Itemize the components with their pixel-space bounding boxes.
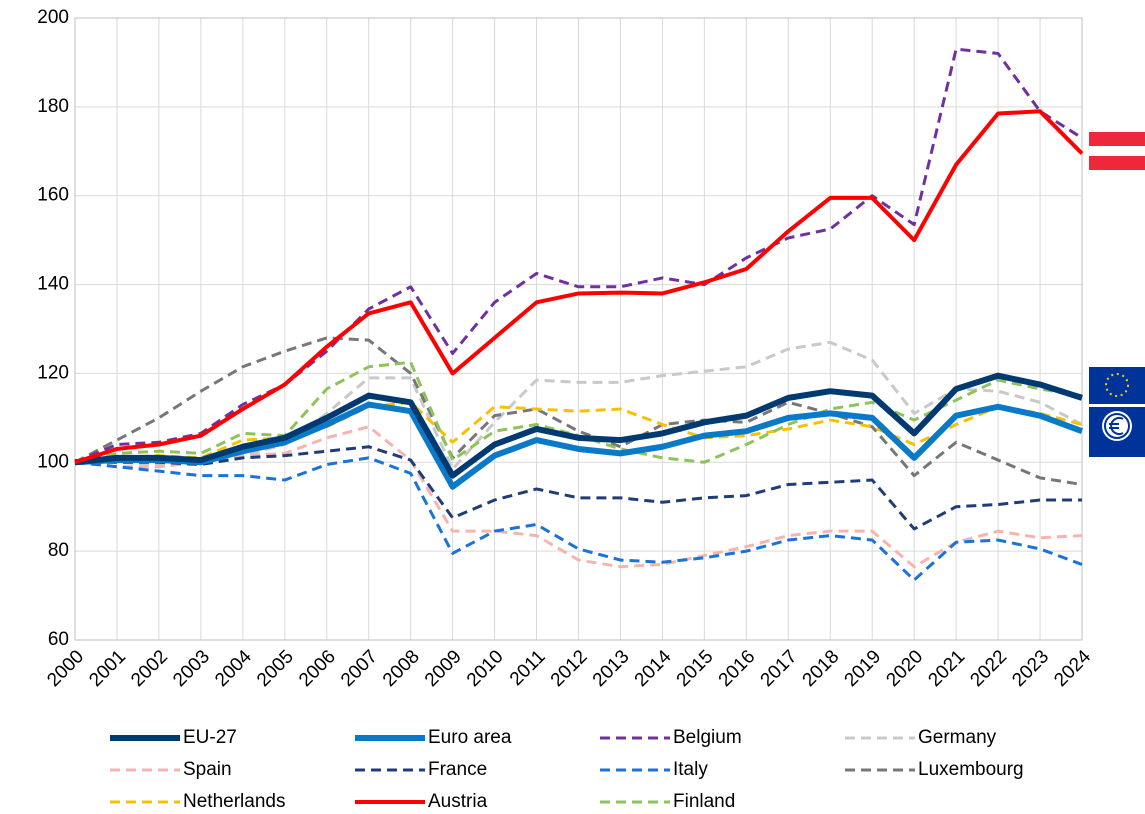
- series-line: [74, 400, 1083, 464]
- legend-label: EU-27: [183, 727, 237, 748]
- x-tick-label: 2017: [757, 646, 802, 691]
- legend-item: Euro area: [355, 727, 512, 748]
- y-tick-label: 140: [37, 274, 69, 295]
- series-line: [74, 47, 1083, 464]
- x-tick-label: 2020: [883, 646, 928, 691]
- logo-ring: [1104, 413, 1130, 439]
- legend-item: Italy: [600, 759, 708, 780]
- x-tick-label: 2009: [421, 646, 466, 691]
- x-tick-label: 2015: [673, 646, 718, 691]
- x-tick-label: 2005: [253, 646, 298, 691]
- legend-label: Luxembourg: [918, 759, 1024, 780]
- x-tick-label: 2001: [85, 646, 130, 691]
- series-line: [74, 401, 1084, 490]
- x-tick-label: 2002: [127, 646, 172, 691]
- y-tick-label: 160: [37, 185, 69, 206]
- x-tick-label: 2018: [799, 646, 844, 691]
- legend-item: Belgium: [600, 727, 742, 748]
- legend-item: Spain: [110, 759, 232, 780]
- y-tick-label: 80: [48, 540, 69, 561]
- legend-label: Belgium: [673, 727, 742, 748]
- series-line: [74, 425, 1083, 569]
- flag-stripe: [1089, 132, 1145, 146]
- austria-flag: [1089, 132, 1145, 170]
- legend-item: Austria: [355, 791, 488, 812]
- eu-flag: [1089, 367, 1145, 404]
- x-tick-label: 2008: [379, 646, 424, 691]
- legend-label: Netherlands: [183, 791, 285, 812]
- ecb-logo: [1089, 407, 1145, 457]
- flag-bg: [1089, 367, 1145, 404]
- y-tick-label: 60: [48, 629, 69, 650]
- y-tick-label: 100: [37, 451, 69, 472]
- y-tick-label: 120: [37, 362, 69, 383]
- logo-circle: [1102, 411, 1132, 441]
- legend-item: France: [355, 759, 487, 780]
- series-line: [74, 372, 1083, 479]
- legend-label: Spain: [183, 759, 232, 780]
- x-tick-label: 2023: [1008, 646, 1053, 691]
- x-tick-label: 2006: [295, 646, 340, 691]
- x-tick-label: 2022: [966, 646, 1011, 691]
- x-tick-label: 2013: [589, 646, 634, 691]
- x-tick-label: 2010: [463, 646, 508, 691]
- series-line: [75, 445, 1082, 531]
- legend-label: Austria: [428, 791, 488, 812]
- y-tick-label: 180: [37, 96, 69, 117]
- legend-item: EU-27: [110, 727, 237, 748]
- legend-item: Netherlands: [110, 791, 285, 812]
- legend-label: France: [428, 759, 487, 780]
- x-tick-label: 2004: [211, 646, 256, 691]
- plot-border: [74, 17, 1083, 641]
- x-tick-label: 2000: [43, 646, 88, 691]
- legend-item: Luxembourg: [845, 759, 1024, 780]
- flag-stripe: [1089, 156, 1145, 170]
- x-tick-label: 2019: [841, 646, 886, 691]
- x-tick-label: 2016: [715, 646, 760, 691]
- x-tick-label: 2012: [547, 646, 592, 691]
- series-line: [74, 336, 1083, 486]
- legend-label: Italy: [673, 759, 708, 780]
- x-tick-label: 2011: [506, 646, 550, 690]
- y-tick-label: 200: [37, 7, 69, 28]
- series-line: [74, 456, 1083, 582]
- legend-label: Finland: [673, 791, 735, 812]
- x-tick-label: 2007: [337, 646, 382, 691]
- legend-label: Euro area: [428, 727, 512, 748]
- legend-label: Germany: [918, 727, 997, 748]
- x-tick-label: 2024: [1050, 646, 1095, 691]
- flag-stars: [1105, 373, 1129, 397]
- x-tick-label: 2014: [631, 646, 676, 691]
- x-tick-label: 2021: [924, 646, 969, 691]
- x-tick-label: 2003: [169, 646, 214, 691]
- legend-item: Germany: [845, 727, 997, 748]
- legend-item: Finland: [600, 791, 735, 812]
- series-line: [74, 109, 1084, 465]
- logo-euro: [1109, 417, 1124, 435]
